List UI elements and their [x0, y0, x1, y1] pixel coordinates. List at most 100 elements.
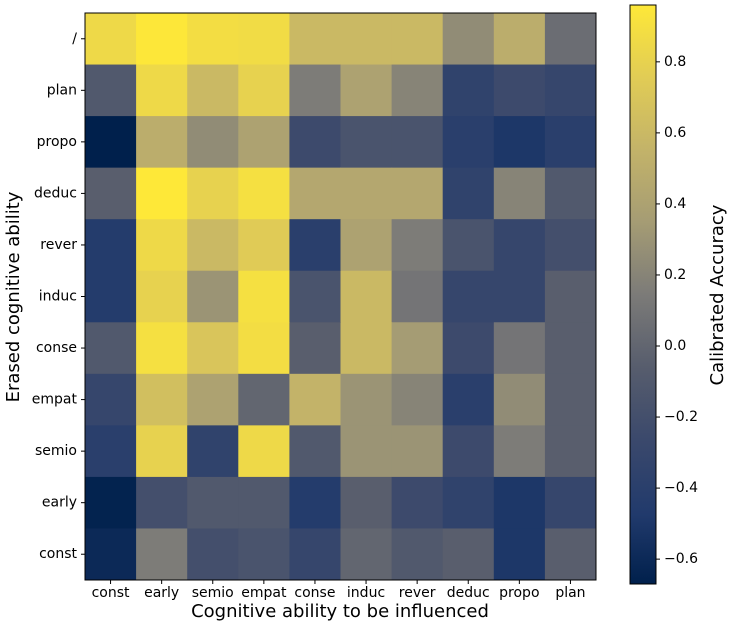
- heatmap-cell: [493, 322, 546, 375]
- heatmap-cell: [136, 322, 188, 375]
- heatmap-cell: [391, 219, 444, 272]
- x-tick-label: propo: [499, 585, 539, 601]
- heatmap-cell: [289, 528, 341, 581]
- heatmap-cell: [493, 13, 546, 66]
- heatmap-cell: [187, 270, 239, 323]
- heatmap-cell: [136, 528, 188, 581]
- colorbar-label: Calibrated Accuracy: [707, 204, 728, 385]
- heatmap-cell: [442, 64, 495, 117]
- heatmap-cell: [238, 322, 290, 375]
- heatmap-cell: [85, 167, 137, 220]
- heatmap-cell: [187, 219, 239, 272]
- heatmap-cell: [442, 13, 495, 66]
- heatmap-cell: [442, 425, 495, 478]
- heatmap-cell: [289, 476, 341, 529]
- heatmap-cell: [289, 13, 341, 66]
- colorbar-tick-label: 0.8: [664, 54, 686, 70]
- heatmap-cell: [544, 116, 597, 169]
- heatmap-cell: [187, 167, 239, 220]
- heatmap-cell: [289, 373, 341, 426]
- heatmap-cell: [238, 528, 290, 581]
- heatmap-cell: [85, 219, 137, 272]
- heatmap-cell: [340, 322, 393, 375]
- heatmap-cell: [136, 373, 188, 426]
- heatmap-cell: [238, 13, 290, 66]
- heatmap-cell: [85, 425, 137, 478]
- heatmap-cell: [238, 476, 290, 529]
- x-tick-label: empat: [241, 585, 287, 601]
- heatmap-cell: [340, 373, 393, 426]
- x-tick-label: deduc: [447, 585, 490, 601]
- heatmap-cell: [340, 64, 393, 117]
- colorbar-tick-label: 0.6: [664, 125, 686, 141]
- heatmap-cell: [289, 270, 341, 323]
- heatmap-cell: [544, 219, 597, 272]
- heatmap-cell: [493, 270, 546, 323]
- heatmap-cell: [187, 476, 239, 529]
- x-tick-label: conse: [294, 585, 335, 601]
- heatmap-cell: [238, 116, 290, 169]
- heatmap-cell: [442, 219, 495, 272]
- heatmap-cell: [493, 219, 546, 272]
- colorbar-tick-label: 0.2: [664, 267, 686, 283]
- heatmap-cell: [442, 270, 495, 323]
- heatmap-cell: [442, 167, 495, 220]
- heatmap-cell: [85, 13, 137, 66]
- heatmap-cell: [136, 167, 188, 220]
- heatmap-cell: [340, 270, 393, 323]
- heatmap-cell: [136, 13, 188, 66]
- heatmap-cell: [85, 528, 137, 581]
- heatmap-cell: [391, 373, 444, 426]
- heatmap-cell: [238, 270, 290, 323]
- heatmap-cell: [391, 13, 444, 66]
- x-axis-label: Cognitive ability to be influenced: [191, 601, 489, 622]
- heatmap-cell: [187, 373, 239, 426]
- heatmap-cell: [442, 116, 495, 169]
- heatmap-cell: [544, 322, 597, 375]
- y-tick-label: const: [39, 546, 77, 562]
- heatmap-cell: [340, 476, 393, 529]
- colorbar-tick-label: 0.4: [664, 196, 686, 212]
- heatmap-cell: [85, 64, 137, 117]
- y-tick-label: plan: [47, 82, 77, 98]
- heatmap-cell: [136, 219, 188, 272]
- heatmap-cell: [85, 322, 137, 375]
- heatmap-cell: [340, 219, 393, 272]
- heatmap-cell: [238, 167, 290, 220]
- heatmap-cell: [289, 64, 341, 117]
- y-tick-label: induc: [39, 289, 77, 305]
- heatmap-cell: [85, 270, 137, 323]
- heatmap-cell: [187, 116, 239, 169]
- heatmap-cell: [340, 528, 393, 581]
- x-tick-label: plan: [555, 585, 585, 601]
- heatmap-cell: [391, 116, 444, 169]
- heatmap-cell: [238, 425, 290, 478]
- heatmap-cell: [136, 116, 188, 169]
- y-tick-label: deduc: [34, 185, 77, 201]
- x-tick-label: rever: [399, 585, 436, 601]
- heatmap-cell: [289, 167, 341, 220]
- heatmap-cell: [187, 13, 239, 66]
- heatmap-cell: [544, 13, 597, 66]
- heatmap-cell: [544, 64, 597, 117]
- x-tick-label: const: [92, 585, 130, 601]
- heatmap-cell: [544, 270, 597, 323]
- y-tick-label: semio: [35, 443, 77, 459]
- heatmap-cell: [340, 167, 393, 220]
- heatmap-cell: [136, 476, 188, 529]
- heatmap-cell: [442, 476, 495, 529]
- heatmap-cell: [238, 373, 290, 426]
- heatmap-cell: [493, 528, 546, 581]
- heatmap-cell: [493, 64, 546, 117]
- heatmap-cell: [289, 425, 341, 478]
- heatmap-cell: [136, 270, 188, 323]
- heatmap-cell: [493, 425, 546, 478]
- heatmap-cell: [493, 167, 546, 220]
- y-tick-label: empat: [32, 392, 78, 408]
- heatmap-cell: [238, 219, 290, 272]
- heatmap-cell: [289, 116, 341, 169]
- heatmap-cell: [85, 116, 137, 169]
- heatmap-cell: [289, 322, 341, 375]
- y-tick-label: conse: [36, 340, 77, 356]
